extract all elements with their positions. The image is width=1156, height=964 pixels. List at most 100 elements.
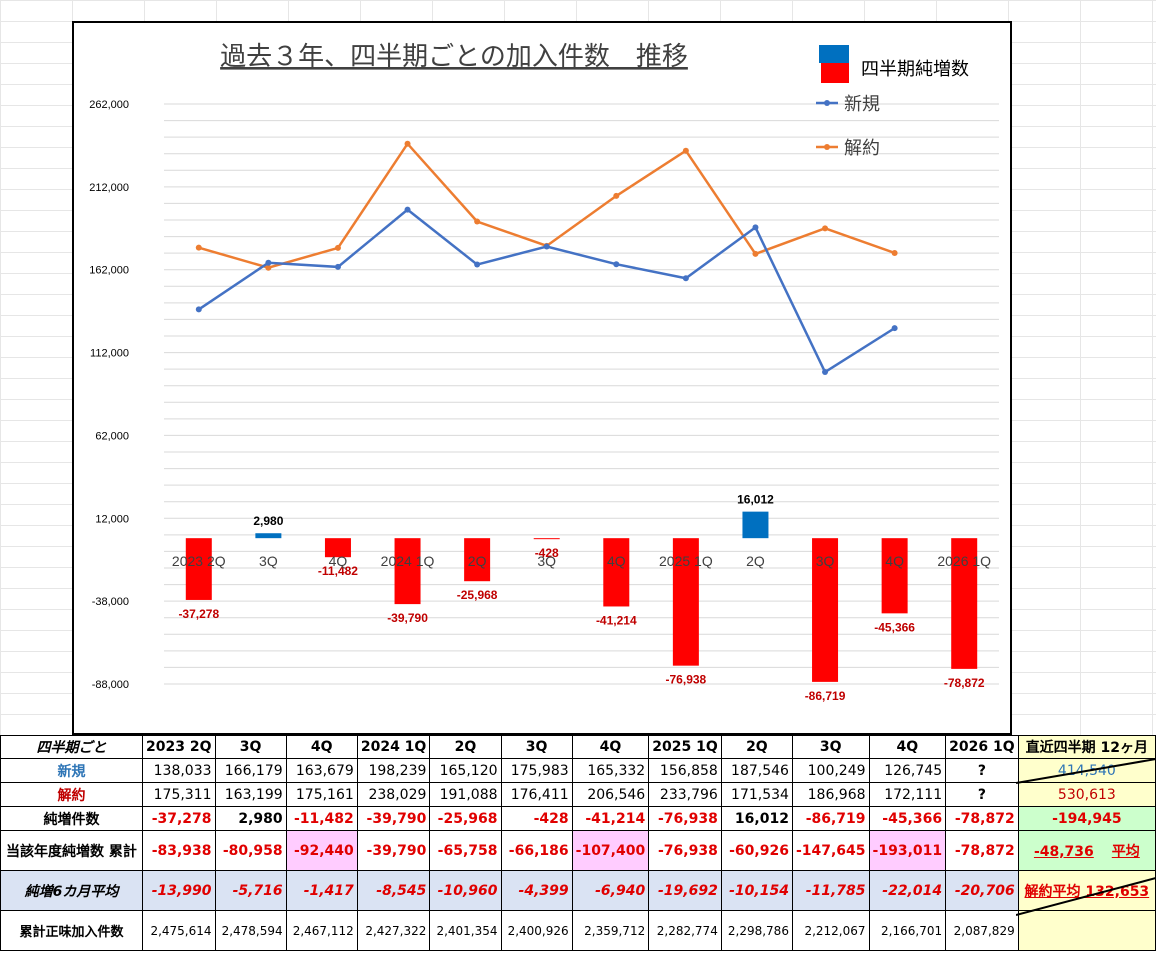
bar-data-label: -39,790 (387, 611, 428, 625)
six-month-average-row: 純増6カ月平均 -13,990 -5,716 -1,417 -8,545 -10,960-… (0, 870, 1156, 911)
new-point (891, 325, 898, 332)
column-header: 2024 1Q (356, 735, 431, 759)
bar (533, 538, 560, 540)
summary-cell: 414,540 (1017, 758, 1156, 783)
category-label: 2024 1Q (381, 553, 435, 569)
new-row: 新規 138,033 166,179 163,679 198,239 165,120 175… (0, 758, 1156, 783)
new-point (543, 243, 550, 250)
legend-swatch-negative (821, 63, 849, 83)
summary-cell: -48,736 平均 (1017, 830, 1156, 871)
cell: 100,249 (791, 758, 870, 783)
cell: 2,400,926 (500, 910, 573, 951)
bar (672, 538, 699, 666)
legend-label-cancel: 解約 (844, 138, 880, 159)
bar-data-label: 2,980 (253, 514, 283, 528)
cell: 175,161 (285, 782, 358, 807)
row-label: 当該年度純増数 累計 (0, 830, 143, 871)
y-tick-label: 212,000 (89, 182, 129, 194)
net-row: 純増件数 -37,278 2,980 -11,482 -39,790 -25,968 -42… (0, 806, 1156, 831)
combo-chart: 262,000 212,000 162,000 112,000 62,000 12,000… (89, 42, 999, 703)
column-header: 2026 1Q (945, 735, 1019, 759)
cell: -92,440 (285, 830, 358, 871)
cell: -107,400 (571, 830, 650, 871)
cell: -78,872 (945, 830, 1019, 871)
bar (464, 538, 491, 582)
bar (324, 538, 351, 558)
new-point (265, 259, 272, 266)
cell: 238,029 (356, 782, 431, 807)
summary-cell (1017, 910, 1156, 951)
y-tick-label: -38,000 (92, 596, 129, 608)
cell: -39,790 (356, 806, 431, 831)
bar (603, 538, 630, 607)
new-point (474, 261, 481, 268)
category-label: 2Q (468, 553, 487, 569)
cell: 165,332 (571, 758, 650, 783)
bar-data-label: -41,214 (596, 613, 637, 627)
cell: 163,199 (214, 782, 287, 807)
bar (185, 538, 212, 600)
chart-title: 過去３年、四半期ごとの加入件数 推移 (220, 42, 688, 72)
bar-data-label: 16,012 (737, 493, 774, 507)
cell: 2,087,829 (945, 910, 1019, 951)
cell: 191,088 (429, 782, 502, 807)
cell: -86,719 (791, 806, 870, 831)
cell: -45,366 (868, 806, 947, 831)
cell: -76,938 (648, 830, 722, 871)
cell: -25,968 (429, 806, 502, 831)
category-label: 2025 1Q (659, 553, 713, 569)
row-label: 新規 (0, 758, 143, 783)
cell: -11,482 (285, 806, 358, 831)
new-point (404, 206, 411, 213)
cell: 2,475,614 (141, 910, 216, 951)
cell: 187,546 (720, 758, 793, 783)
y-tick-label: 262,000 (89, 99, 129, 111)
bar (394, 538, 421, 605)
new-series-line (198, 208, 896, 374)
cancel-point (891, 249, 898, 256)
cell: -78,872 (945, 806, 1019, 831)
column-header: 2025 1Q (648, 735, 722, 759)
cell: -13,990 (141, 870, 216, 911)
legend-label-net: 四半期純増数 (861, 59, 969, 80)
column-header: 3Q (214, 735, 287, 759)
cell: -10,960 (429, 870, 502, 911)
cell: 165,120 (429, 758, 502, 783)
summary-header: 直近四半期 12ヶ月 (1017, 735, 1156, 759)
bar-data-label: -86,719 (805, 689, 846, 703)
legend-swatch-positive (819, 45, 849, 63)
cell: -6,940 (571, 870, 650, 911)
cell: 2,980 (214, 806, 287, 831)
chart-area[interactable]: 262,000 212,000 162,000 112,000 62,000 12,000… (72, 21, 1012, 735)
new-point (334, 263, 341, 270)
cell: -41,214 (571, 806, 650, 831)
y-tick-label: 12,000 (95, 513, 129, 525)
bar-data-label: -25,968 (457, 588, 498, 602)
row-label: 解約 (0, 782, 143, 807)
cumulative-summary-note: 平均 (1111, 843, 1140, 860)
row-label: 純増6カ月平均 (0, 870, 143, 911)
cell: 2,212,067 (791, 910, 870, 951)
cell: -22,014 (868, 870, 947, 911)
cancel-point (334, 244, 341, 251)
legend-marker-new (824, 100, 830, 106)
total-row: 累計正味加入件数 2,475,614 2,478,594 2,467,112 2,427… (0, 910, 1156, 951)
cumulative-summary-value: -48,736 (1033, 843, 1094, 860)
cell: 176,411 (500, 782, 573, 807)
cell: 2,298,786 (720, 910, 793, 951)
cancel-point (265, 264, 272, 271)
column-header: 4Q (868, 735, 947, 759)
category-label: 3Q (537, 553, 556, 569)
cell: 233,796 (648, 782, 722, 807)
column-header: 2023 2Q (141, 735, 216, 759)
cancel-row: 解約 175,311 163,199 175,161 238,029 191,088 176… (0, 782, 1156, 807)
bar-data-label: -76,938 (666, 673, 707, 687)
cell: 206,546 (571, 782, 650, 807)
cell: -65,758 (429, 830, 502, 871)
summary-cell: 530,613 (1017, 782, 1156, 807)
cell: 186,968 (791, 782, 870, 807)
cell: 156,858 (648, 758, 722, 783)
cell: 175,983 (500, 758, 573, 783)
cell: 2,166,701 (868, 910, 947, 951)
cell: 126,745 (868, 758, 947, 783)
